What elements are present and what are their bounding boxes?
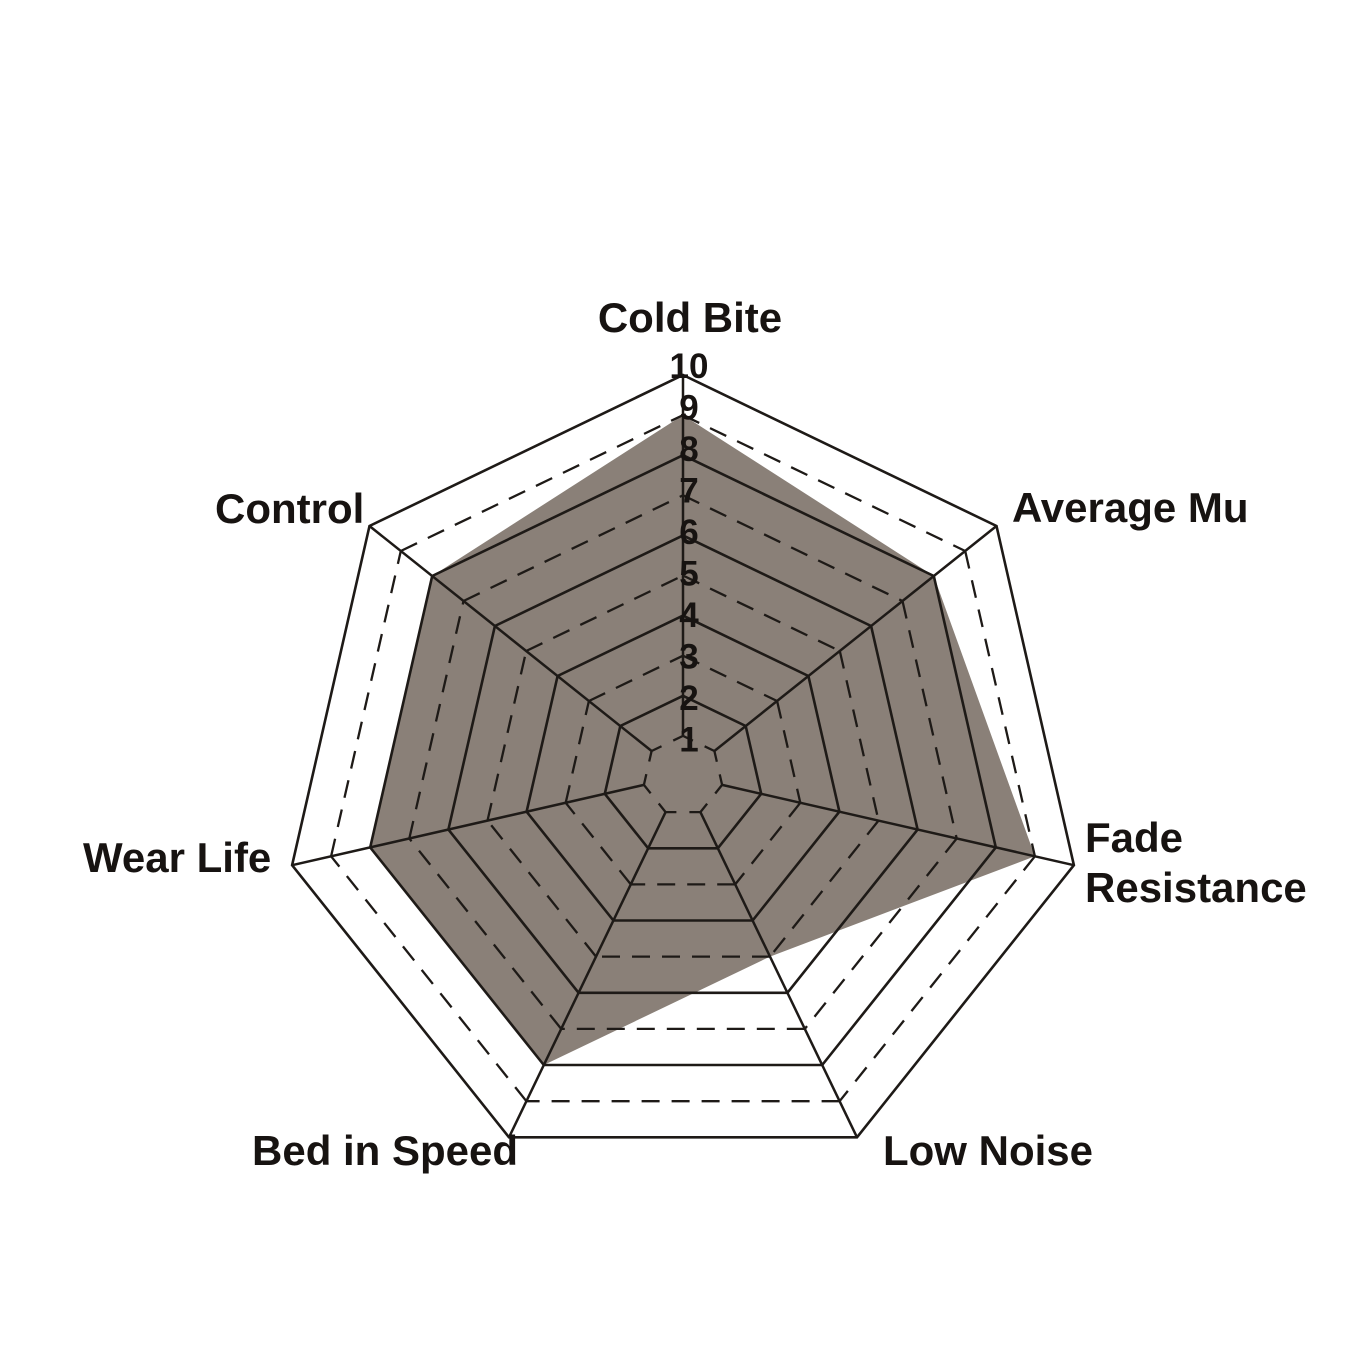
axis-label-fade-resistance: Fade Resistance [1085, 814, 1307, 911]
tick-label-9: 9 [679, 389, 698, 428]
grid-ring-dashed-3 [682, 654, 778, 703]
grid-ring-dashed-9 [838, 855, 1036, 1102]
axis-label-low-noise: Low Noise [883, 1127, 1093, 1174]
grid-ring-dashed-9 [400, 414, 684, 553]
grid-ring-dashed-7 [408, 600, 465, 839]
grid-ring-solid-6 [446, 533, 920, 995]
tick-label-6: 6 [679, 513, 698, 552]
axis-label-line: Fade [1085, 814, 1183, 861]
axis-label-bed-in-speed: Bed in Speed [252, 1127, 518, 1174]
tick-label-1: 1 [679, 721, 698, 760]
radar-spoke-1 [713, 525, 998, 752]
radar-spoke-3 [699, 811, 859, 1138]
grid-ring-dashed-1 [699, 784, 723, 813]
grid-ring-dashed-7 [408, 837, 563, 1030]
tick-label-4: 4 [679, 596, 699, 635]
radar-spoke-4 [507, 811, 667, 1138]
grid-ring-dashed-1 [642, 750, 653, 786]
grid-ring-dashed-7 [901, 600, 958, 839]
grid-ring-dashed-1 [713, 750, 724, 786]
grid-ring-dashed-7 [803, 837, 958, 1030]
tick-label-3: 3 [679, 638, 698, 677]
grid-ring-solid-4 [525, 614, 841, 922]
grid-ring-dashed-7 [463, 494, 684, 603]
radar-spoke-5 [291, 783, 645, 867]
grid-ring-solid-2 [603, 694, 763, 850]
tick-label-5: 5 [679, 555, 698, 594]
axis-label-line: Resistance [1085, 864, 1307, 911]
tick-label-2: 2 [679, 679, 698, 718]
grid-ring-dashed-9 [964, 550, 1037, 857]
grid-ring-solid-10 [290, 373, 1076, 1139]
grid-ring-dashed-9 [330, 855, 528, 1102]
grid-ring-dashed-3 [775, 700, 802, 804]
radar-spoke-2 [721, 783, 1075, 867]
axis-label-control: Control [215, 485, 364, 532]
tick-label-8: 8 [679, 430, 698, 469]
tick-label-7: 7 [679, 472, 698, 511]
grid-ring-dashed-3 [588, 654, 684, 703]
radar-data-polygon [370, 415, 1035, 1066]
grid-ring-dashed-7 [682, 494, 903, 603]
tick-label-10: 10 [670, 347, 709, 386]
grid-ring-solid-8 [368, 453, 998, 1067]
grid-ring-dashed-3 [734, 802, 802, 886]
grid-ring-dashed-9 [329, 550, 402, 857]
axis-label-cold-bite: Cold Bite [598, 294, 782, 341]
grid-ring-dashed-9 [682, 414, 966, 553]
grid-ring-dashed-1 [651, 734, 684, 753]
grid-ring-dashed-3 [564, 700, 591, 804]
grid-ring-dashed-1 [682, 734, 715, 753]
axis-label-wear-life: Wear Life [83, 834, 271, 881]
radar-spoke-6 [368, 525, 653, 752]
grid-ring-dashed-1 [643, 784, 667, 813]
axis-label-average-mu: Average Mu [1012, 484, 1249, 531]
grid-ring-dashed-3 [564, 802, 632, 886]
